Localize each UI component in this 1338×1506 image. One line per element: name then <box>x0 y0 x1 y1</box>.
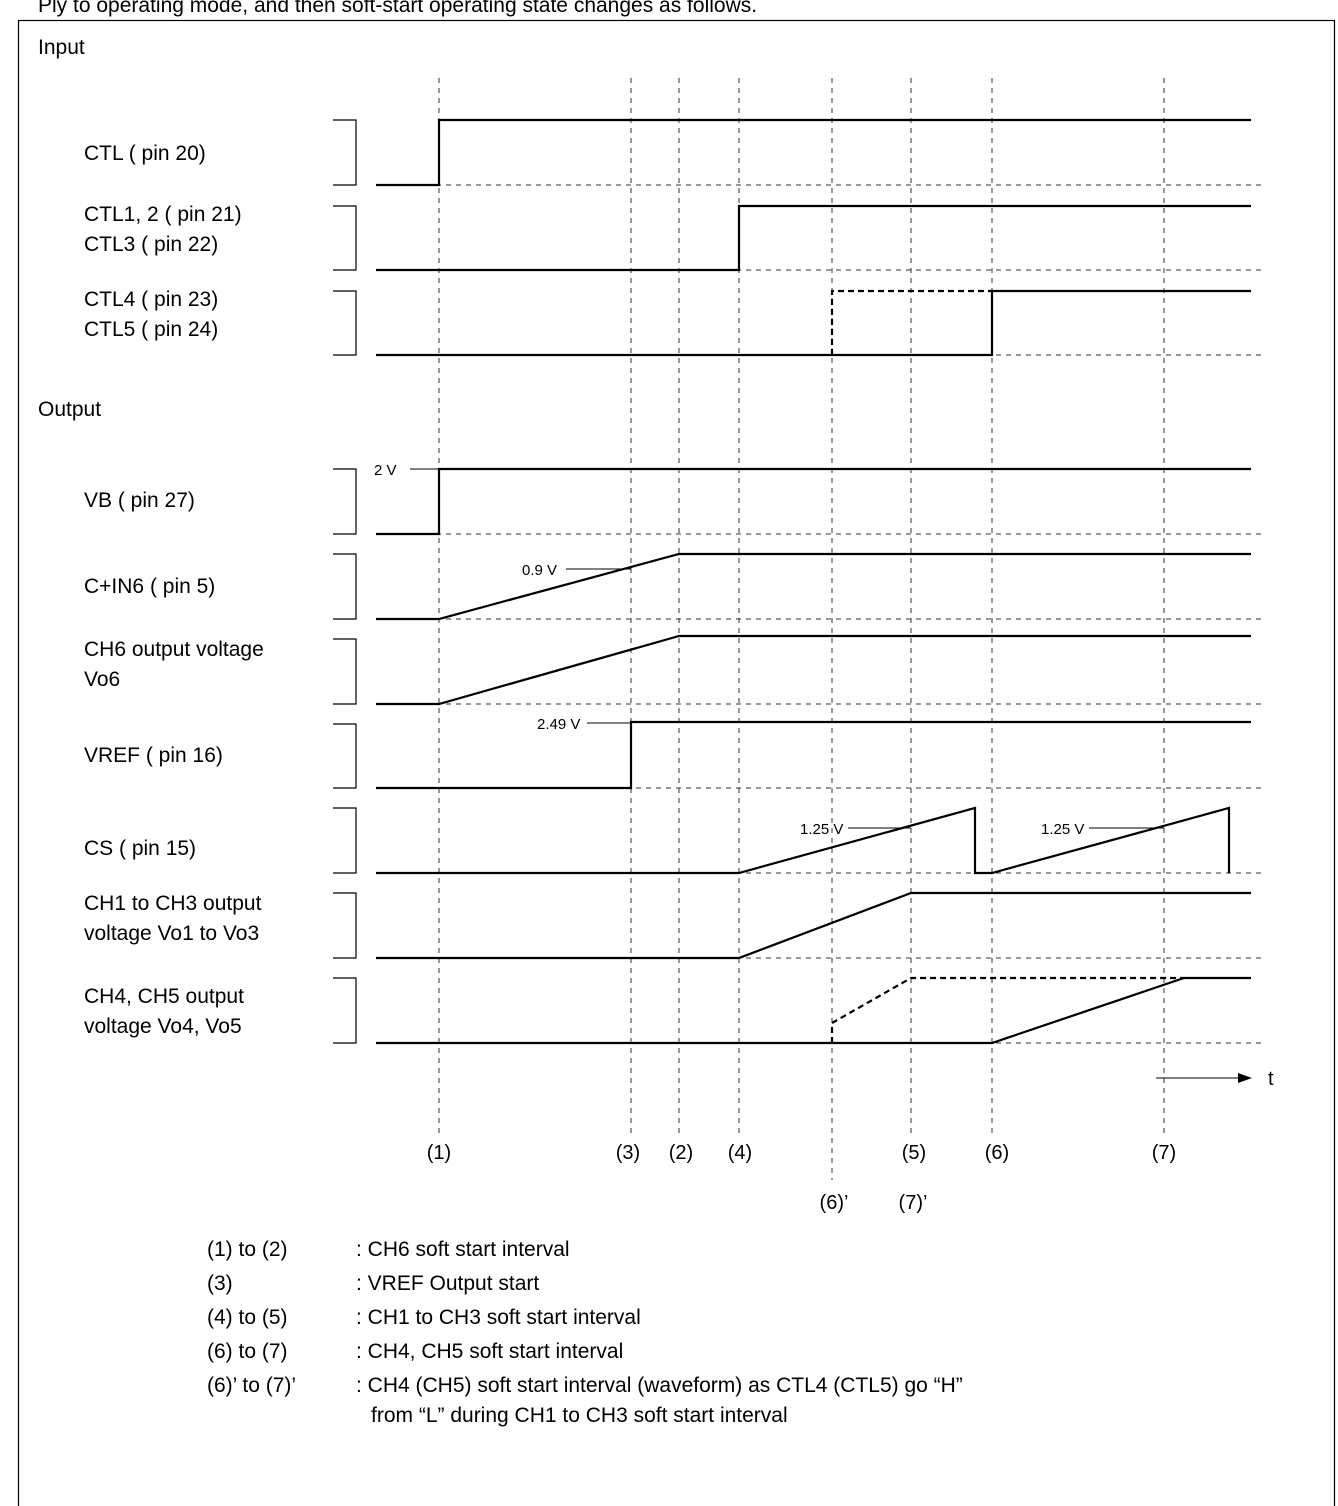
section-input: Input <box>38 36 85 59</box>
page-header: Ply to operating mode, and then soft-sta… <box>38 0 757 17</box>
label-ch13-a: CH1 to CH3 output <box>84 892 262 915</box>
legend-key-1: (1) to (2) <box>207 1238 288 1261</box>
annotation-cs-a: 1.25 V <box>800 821 843 838</box>
bracket-ctl45 <box>333 290 357 356</box>
bracket-ctl123 <box>333 205 357 271</box>
marker-3: (3) <box>616 1142 640 1164</box>
label-ch6-b: Vo6 <box>84 668 120 691</box>
label-vb: VB ( pin 27) <box>84 489 195 512</box>
wave-ch45 <box>376 976 1251 1045</box>
wave-vb <box>376 467 1251 536</box>
marker-4: (4) <box>728 1142 752 1164</box>
label-ch45-a: CH4, CH5 output <box>84 985 244 1008</box>
voltage-annotations: 2 V 0.9 V 2.49 V 1.25 V 1.25 V <box>374 462 1164 838</box>
label-ch45-b: voltage Vo4, Vo5 <box>84 1015 242 1038</box>
marker-1: (1) <box>427 1142 451 1164</box>
annotation-vb: 2 V <box>374 462 397 479</box>
legend-key-2: (3) <box>207 1272 233 1295</box>
legend-desc-5b: from “L” during CH1 to CH3 soft start in… <box>371 1404 788 1427</box>
wave-ch13 <box>376 891 1251 960</box>
wave-ctl123 <box>376 204 1251 272</box>
wave-cs <box>376 806 1231 875</box>
label-ch6-a: CH6 output voltage <box>84 638 264 661</box>
annotation-cin6: 0.9 V <box>522 562 557 579</box>
marker-7-prime: (7)’ <box>899 1192 928 1214</box>
bracket-vb <box>333 468 357 535</box>
label-vref: VREF ( pin 16) <box>84 744 223 767</box>
wave-ch45-alt <box>830 976 1184 1043</box>
bracket-ch13 <box>333 892 357 959</box>
interval-legend: (1) to (2) : CH6 soft start interval (3)… <box>207 1238 963 1427</box>
bracket-cin6 <box>333 553 357 620</box>
section-output: Output <box>38 398 101 421</box>
wave-ctl45-alt <box>830 289 992 355</box>
wave-vref <box>376 720 1251 790</box>
waveforms <box>376 118 1251 1045</box>
annotation-vref: 2.49 V <box>537 716 580 733</box>
marker-7: (7) <box>1152 1142 1176 1164</box>
time-axis-arrowhead <box>1238 1073 1252 1083</box>
legend-desc-4: : CH4, CH5 soft start interval <box>356 1340 623 1363</box>
label-cs: CS ( pin 15) <box>84 837 196 860</box>
legend-key-3: (4) to (5) <box>207 1306 288 1329</box>
legend-desc-3: : CH1 to CH3 soft start interval <box>356 1306 641 1329</box>
legend-desc-2: : VREF Output start <box>356 1272 539 1295</box>
time-gridlines <box>438 78 1165 1180</box>
bracket-cs <box>333 807 357 874</box>
bracket-ctl <box>333 119 357 186</box>
label-ctl123-a: CTL1, 2 ( pin 21) <box>84 203 242 226</box>
bracket-ch6 <box>333 638 357 705</box>
signal-baselines <box>376 184 1262 1044</box>
wave-cin6 <box>376 552 1251 621</box>
legend-desc-1: : CH6 soft start interval <box>356 1238 570 1261</box>
wave-ctl45 <box>376 289 1251 357</box>
label-ctl: CTL ( pin 20) <box>84 142 206 165</box>
marker-6-prime: (6)’ <box>820 1192 849 1214</box>
time-axis: t <box>1156 1068 1274 1090</box>
bracket-ch45 <box>333 977 357 1044</box>
legend-key-4: (6) to (7) <box>207 1340 288 1363</box>
time-axis-label: t <box>1268 1068 1274 1090</box>
wave-ch6 <box>376 634 1251 706</box>
legend-key-5: (6)’ to (7)’ <box>207 1374 296 1397</box>
figure-frame <box>17 19 1336 1506</box>
legend-desc-5: : CH4 (CH5) soft start interval (wavefor… <box>356 1374 963 1397</box>
label-ch13-b: voltage Vo1 to Vo3 <box>84 922 259 945</box>
annotation-cs-b: 1.25 V <box>1041 821 1084 838</box>
label-ctl45-a: CTL4 ( pin 23) <box>84 288 218 311</box>
label-cin6: C+IN6 ( pin 5) <box>84 575 215 598</box>
marker-5: (5) <box>902 1142 926 1164</box>
label-ctl45-b: CTL5 ( pin 24) <box>84 318 218 341</box>
bracket-vref <box>333 723 357 789</box>
marker-6: (6) <box>985 1142 1009 1164</box>
label-ctl123-b: CTL3 ( pin 22) <box>84 233 218 256</box>
wave-ctl <box>376 118 1251 187</box>
marker-2: (2) <box>669 1142 693 1164</box>
signal-brackets <box>333 119 357 1044</box>
interval-markers: (1) (3) (2) (4) (5) (6) (7) (6)’ (7)’ <box>427 1142 1176 1214</box>
